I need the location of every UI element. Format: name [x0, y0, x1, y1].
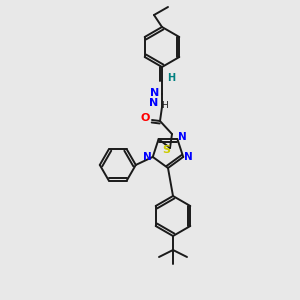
Text: H: H	[161, 101, 168, 110]
Text: N: N	[150, 88, 160, 98]
Text: N: N	[143, 152, 152, 162]
Text: N: N	[184, 152, 193, 162]
Text: O: O	[140, 113, 150, 123]
Text: N: N	[149, 98, 159, 108]
Text: N: N	[178, 132, 187, 142]
Text: S: S	[162, 145, 170, 155]
Text: H: H	[167, 73, 175, 83]
